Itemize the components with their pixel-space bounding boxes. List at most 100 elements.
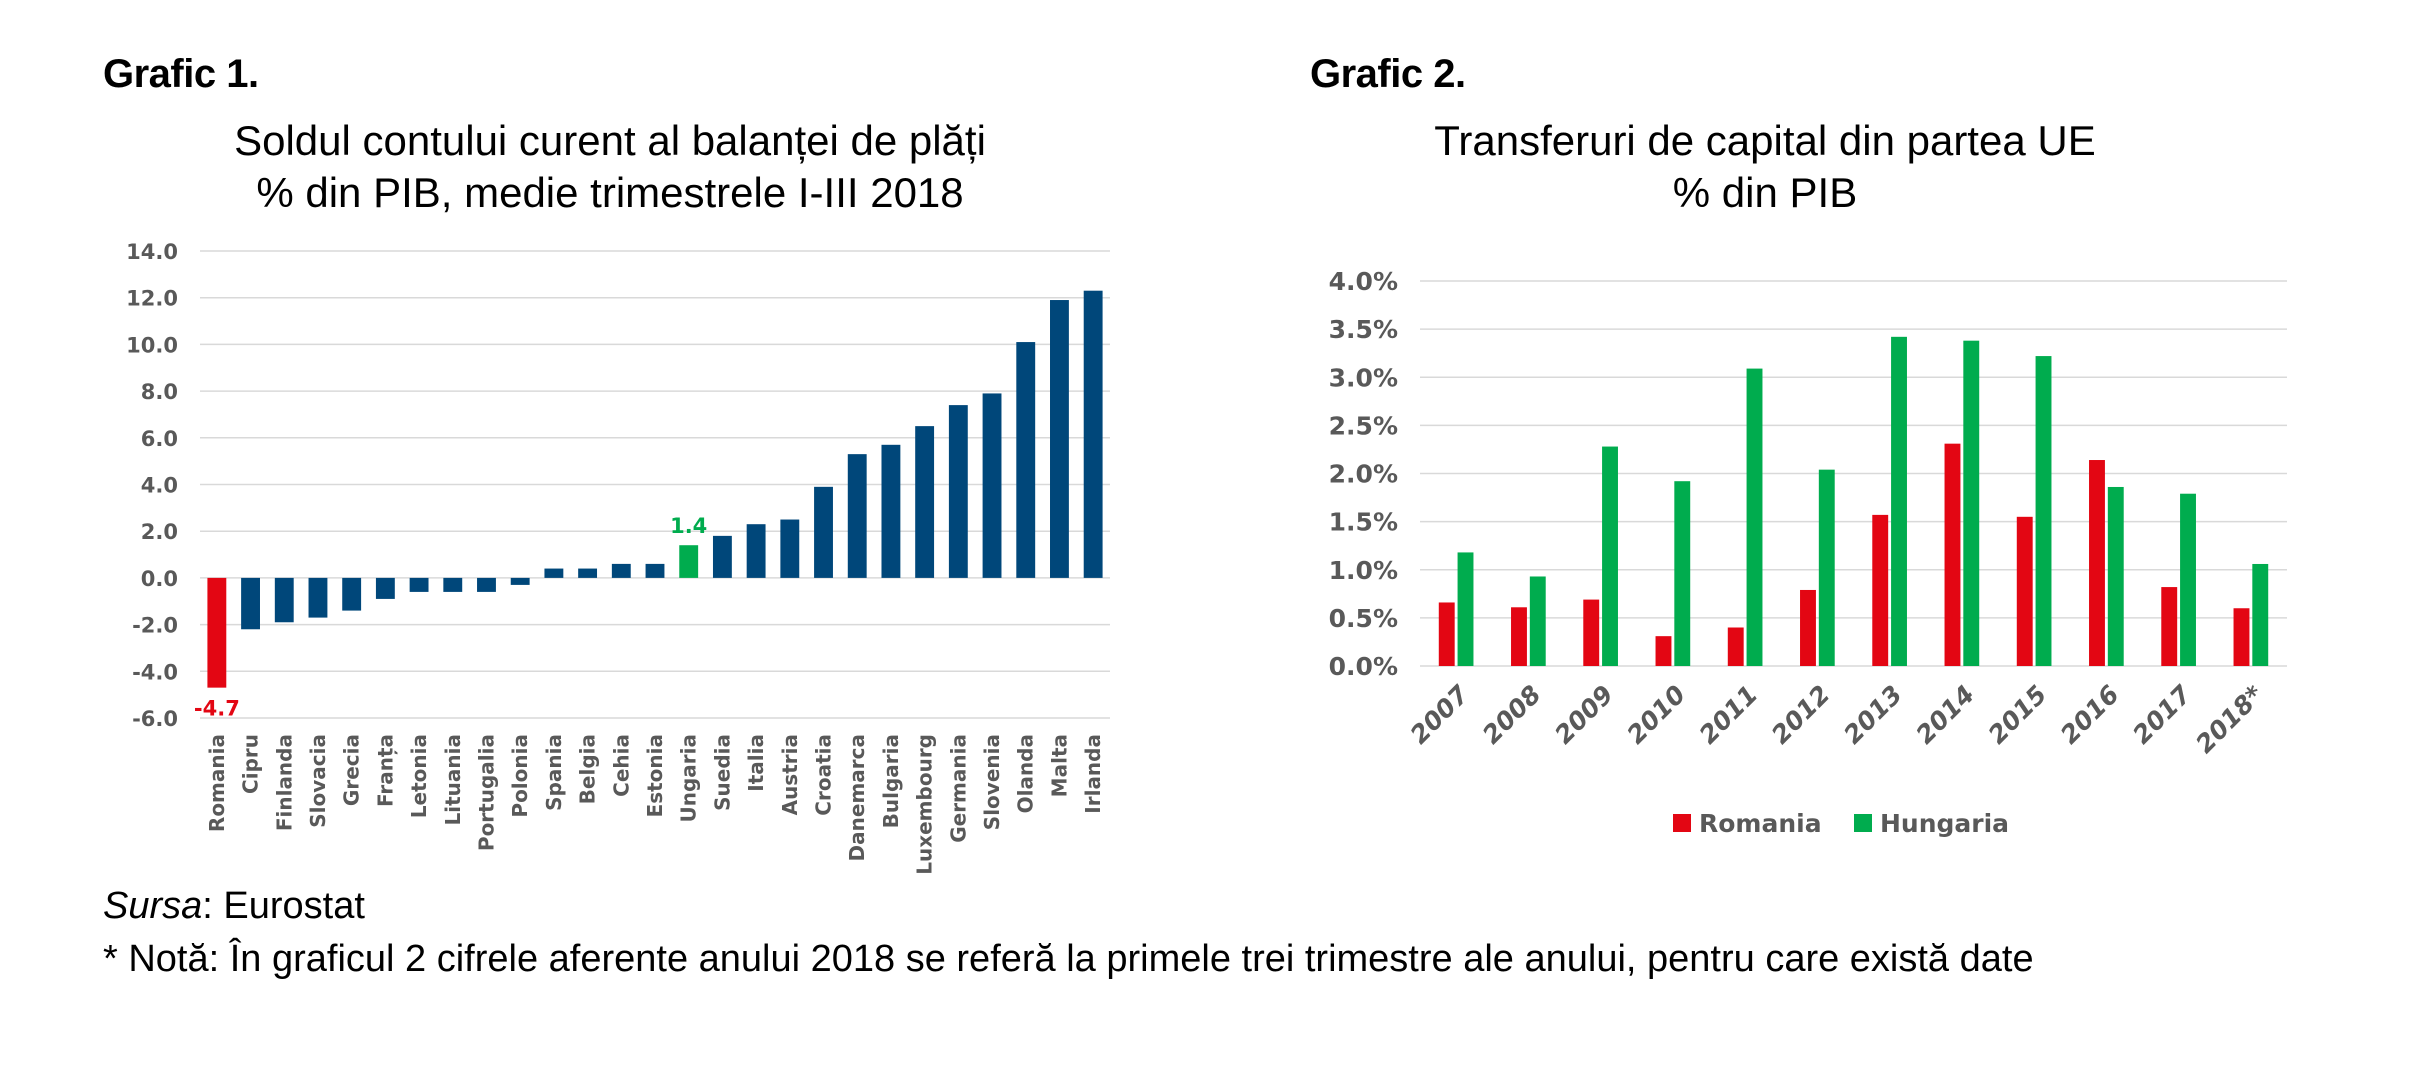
bar-polonia <box>510 577 530 585</box>
chart2-title: Transferuri de capital din partea UE % d… <box>1265 115 2265 219</box>
bar-romania <box>207 577 227 688</box>
y-tick-label: -6.0 <box>132 707 178 731</box>
x-tick-label: Slovenia <box>980 734 1004 830</box>
bar-irlanda <box>1083 290 1103 578</box>
y-tick-label: -2.0 <box>132 614 178 638</box>
x-tick-label: Irlanda <box>1081 734 1105 814</box>
footnote: * Notă: În graficul 2 cifrele aferente a… <box>103 938 2034 980</box>
chart2-gridlines <box>1420 280 2287 667</box>
source-line: Sursa: Eurostat <box>103 885 365 928</box>
chart2-x-axis: 2007 2008 2009 2010 2011 2012 2013 2014 2015 2016… <box>1405 679 2269 758</box>
bar-belgia <box>578 568 598 578</box>
chart2-label: Grafic 2. <box>1310 52 1466 96</box>
x-tick-label: Belgia <box>576 734 600 804</box>
y-tick-label: 2.5% <box>1329 411 1398 440</box>
y-tick-label: 2.0% <box>1329 460 1398 489</box>
bar-lituania <box>443 577 463 592</box>
y-tick-label: 12.0 <box>126 287 178 311</box>
x-tick-label: Franța <box>373 734 397 807</box>
bar-romania-2014 <box>1944 443 1961 666</box>
x-tick-label: 2012 <box>1766 680 1836 750</box>
bar-danemarca <box>847 454 867 578</box>
bar-cehia <box>611 563 631 578</box>
bar-slovenia <box>982 393 1002 578</box>
chart1-title-line2: % din PIB, medie trimestrele I-III 2018 <box>256 169 964 216</box>
chart1-y-axis: 14.0 12.0 10.0 8.0 6.0 4.0 2.0 0.0 -2.0 -4.0 -6.0 <box>126 240 178 731</box>
legend-swatch-hungaria <box>1854 814 1872 832</box>
y-tick-label: 14.0 <box>126 240 178 264</box>
bar-hungaria-2013 <box>1891 336 1907 666</box>
x-tick-label: Germania <box>946 734 970 843</box>
bar-hungaria-2016 <box>2107 486 2124 666</box>
bar-hungaria-2015 <box>2035 356 2052 666</box>
y-tick-label: 10.0 <box>126 333 178 357</box>
bar-hungaria-2007 <box>1457 552 1474 666</box>
legend-swatch-romania <box>1673 814 1691 832</box>
chart1-current-account-balance: 14.012.010.08.06.04.02.00.0-2.0-4.0-6.0 … <box>126 240 1110 875</box>
y-tick-label: 2.0 <box>141 520 178 544</box>
y-tick-label: 8.0 <box>141 380 178 404</box>
x-tick-label: 2010 <box>1621 680 1691 750</box>
bar-hungaria-2012 <box>1818 469 1835 666</box>
bar-italia <box>746 524 766 578</box>
x-tick-label: Cipru <box>239 734 263 794</box>
bar-olanda <box>1016 342 1036 578</box>
y-tick-label: 0.0% <box>1329 652 1398 681</box>
chart2-legend: Romania Hungaria <box>1673 809 2009 838</box>
bar-finlanda <box>274 577 294 623</box>
legend-label-romania: Romania <box>1699 809 1822 838</box>
x-tick-label: 2011 <box>1694 680 1764 750</box>
chart1-title-line1: Soldul contului curent al balanței de pl… <box>234 117 986 164</box>
bar-romania-2009 <box>1583 599 1600 666</box>
bar-romania-2011 <box>1727 627 1744 666</box>
bar-suedia <box>712 535 732 578</box>
y-tick-label: 1.5% <box>1329 508 1398 537</box>
x-tick-label: Letonia <box>407 734 431 818</box>
y-tick-label: 0.0 <box>141 567 178 591</box>
chart2-eu-capital-transfers: 4.0% 3.5% 3.0% 2.5% 2.0% 1.5% 1.0% 0.5% 0.0% 200… <box>1329 267 2287 838</box>
x-tick-label: 2016 <box>2055 680 2125 750</box>
bar-hungaria-2011 <box>1746 368 1763 666</box>
y-tick-label: -4.0 <box>132 660 178 684</box>
bar-romania-2013 <box>1872 514 1889 666</box>
chart1-data-labels: -4.7 1.4 <box>194 514 707 720</box>
chart2-title-line2: % din PIB <box>1672 169 1858 216</box>
chart2-title-line1: Transferuri de capital din partea UE <box>1434 117 2096 164</box>
x-tick-label: Romania <box>205 734 229 832</box>
bar-romania-2018 <box>2233 608 2250 666</box>
x-tick-label: 2015 <box>1983 680 2053 750</box>
x-tick-label: Estonia <box>643 734 667 817</box>
bar-romania-2012 <box>1800 589 1816 666</box>
chart1-title: Soldul contului curent al balanței de pl… <box>110 115 1110 219</box>
bar-franța <box>375 577 395 599</box>
x-tick-label: Danemarca <box>845 734 869 861</box>
x-tick-label: Austria <box>778 734 802 815</box>
chart2-y-axis: 4.0% 3.5% 3.0% 2.5% 2.0% 1.5% 1.0% 0.5% 0.0% <box>1329 267 1398 681</box>
bar-ungaria <box>679 545 699 578</box>
y-tick-label: 4.0 <box>141 474 178 498</box>
bar-slovacia <box>308 577 328 618</box>
bar-cipru <box>241 577 260 630</box>
x-tick-label: 2009 <box>1549 680 1619 750</box>
x-tick-label: Italia <box>744 734 768 792</box>
bar-romania-2016 <box>2089 460 2105 666</box>
y-tick-label: 1.0% <box>1329 556 1398 585</box>
source-label: Sursa <box>103 885 203 927</box>
bar-germania <box>948 405 968 578</box>
chart2-bars <box>1438 336 2269 666</box>
x-tick-label: Grecia <box>340 734 364 806</box>
bar-croatia <box>814 486 833 578</box>
x-tick-label: Finlanda <box>272 734 296 831</box>
x-tick-label: Lituania <box>441 734 465 825</box>
y-tick-label: 3.0% <box>1329 363 1398 392</box>
chart1-gridlines <box>200 250 1110 719</box>
x-tick-label: Polonia <box>508 734 532 818</box>
data-label-romania: -4.7 <box>194 697 240 721</box>
source-value: : Eurostat <box>202 885 365 927</box>
chart1-label: Grafic 1. <box>103 52 259 96</box>
bar-romania-2010 <box>1655 636 1672 666</box>
x-tick-label: 2018* <box>2190 680 2269 759</box>
bar-romania-2007 <box>1438 602 1455 666</box>
bar-spania <box>544 568 564 578</box>
chart1-x-axis: Romania Cipru Finlanda Slovacia Grecia Franța… <box>205 734 1105 875</box>
